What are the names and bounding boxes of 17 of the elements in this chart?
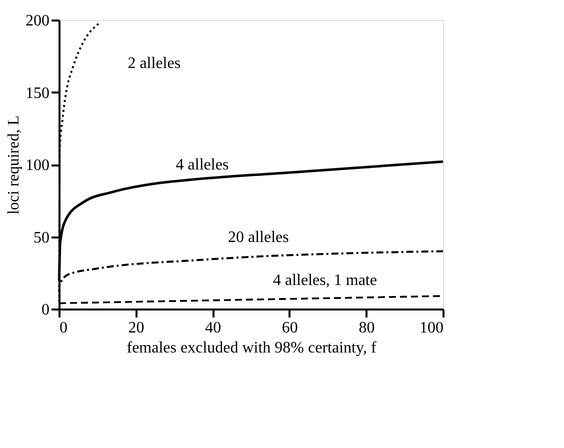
x-axis-title: females excluded with 98% certainty, f xyxy=(126,340,377,356)
x-tick-label: 40 xyxy=(205,320,222,336)
y-axis-title: loci required, L xyxy=(6,115,22,215)
y-tick-label: 50 xyxy=(34,229,50,246)
y-tick-label: 150 xyxy=(26,84,50,102)
y-tick-label: 0 xyxy=(42,302,50,318)
series-label: 4 alleles xyxy=(176,156,229,174)
text: 2 alleles xyxy=(128,54,181,72)
series-label: 4 alleles, 1 mate xyxy=(273,272,377,289)
series-label: 20 alleles xyxy=(228,229,289,246)
x-tick-label: 80 xyxy=(358,320,375,336)
x-tick-label: 100 xyxy=(420,320,444,336)
x-tick-label: 60 xyxy=(282,320,298,336)
x-tick-label: 20 xyxy=(128,320,144,336)
y-tick-label: 100 xyxy=(26,157,50,174)
y-tick-label: 200 xyxy=(26,12,50,30)
x-tick-label: 0 xyxy=(60,320,68,336)
